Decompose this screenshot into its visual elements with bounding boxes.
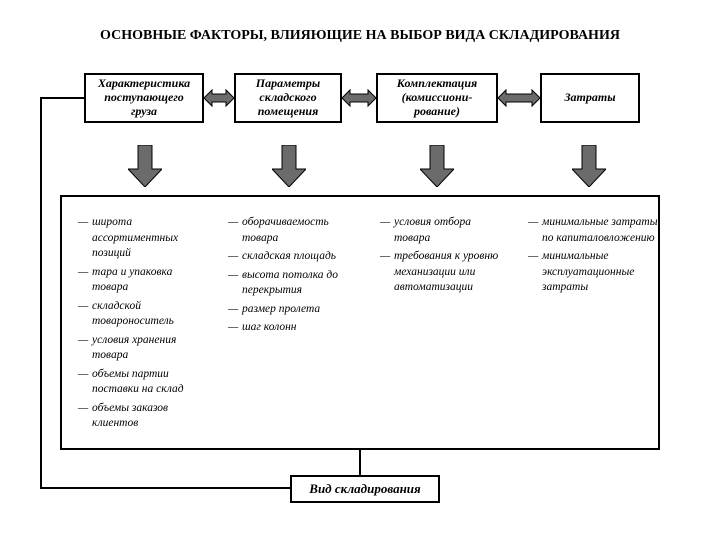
diagram-title: ОСНОВНЫЕ ФАКТОРЫ, ВЛИЯЮЩИЕ НА ВЫБОР ВИДА… [0, 28, 720, 44]
list-item: —минимальные эксплуатационные затраты [528, 249, 658, 296]
h-arrow-2 [342, 88, 376, 108]
column-3: —условия отбора товара—требования к уров… [380, 215, 510, 299]
down-arrow-4 [572, 145, 606, 187]
list-item: —условия отбора товара [380, 215, 510, 246]
h-arrow-3 [498, 88, 540, 108]
bottom-box: Вид складирования [290, 475, 440, 503]
frame-to-bottom-connector [358, 450, 362, 476]
top-box-3: Комплектация (комиссиони-рование) [376, 73, 498, 123]
top-box-4: Затраты [540, 73, 640, 123]
list-item: —требования к уровню механизации или авт… [380, 249, 510, 296]
outer-connector [38, 95, 298, 495]
down-arrow-3 [420, 145, 454, 187]
list-item: —минимальные затраты по капиталовложению [528, 215, 658, 246]
column-4: —минимальные затраты по капиталовложению… [528, 215, 658, 299]
